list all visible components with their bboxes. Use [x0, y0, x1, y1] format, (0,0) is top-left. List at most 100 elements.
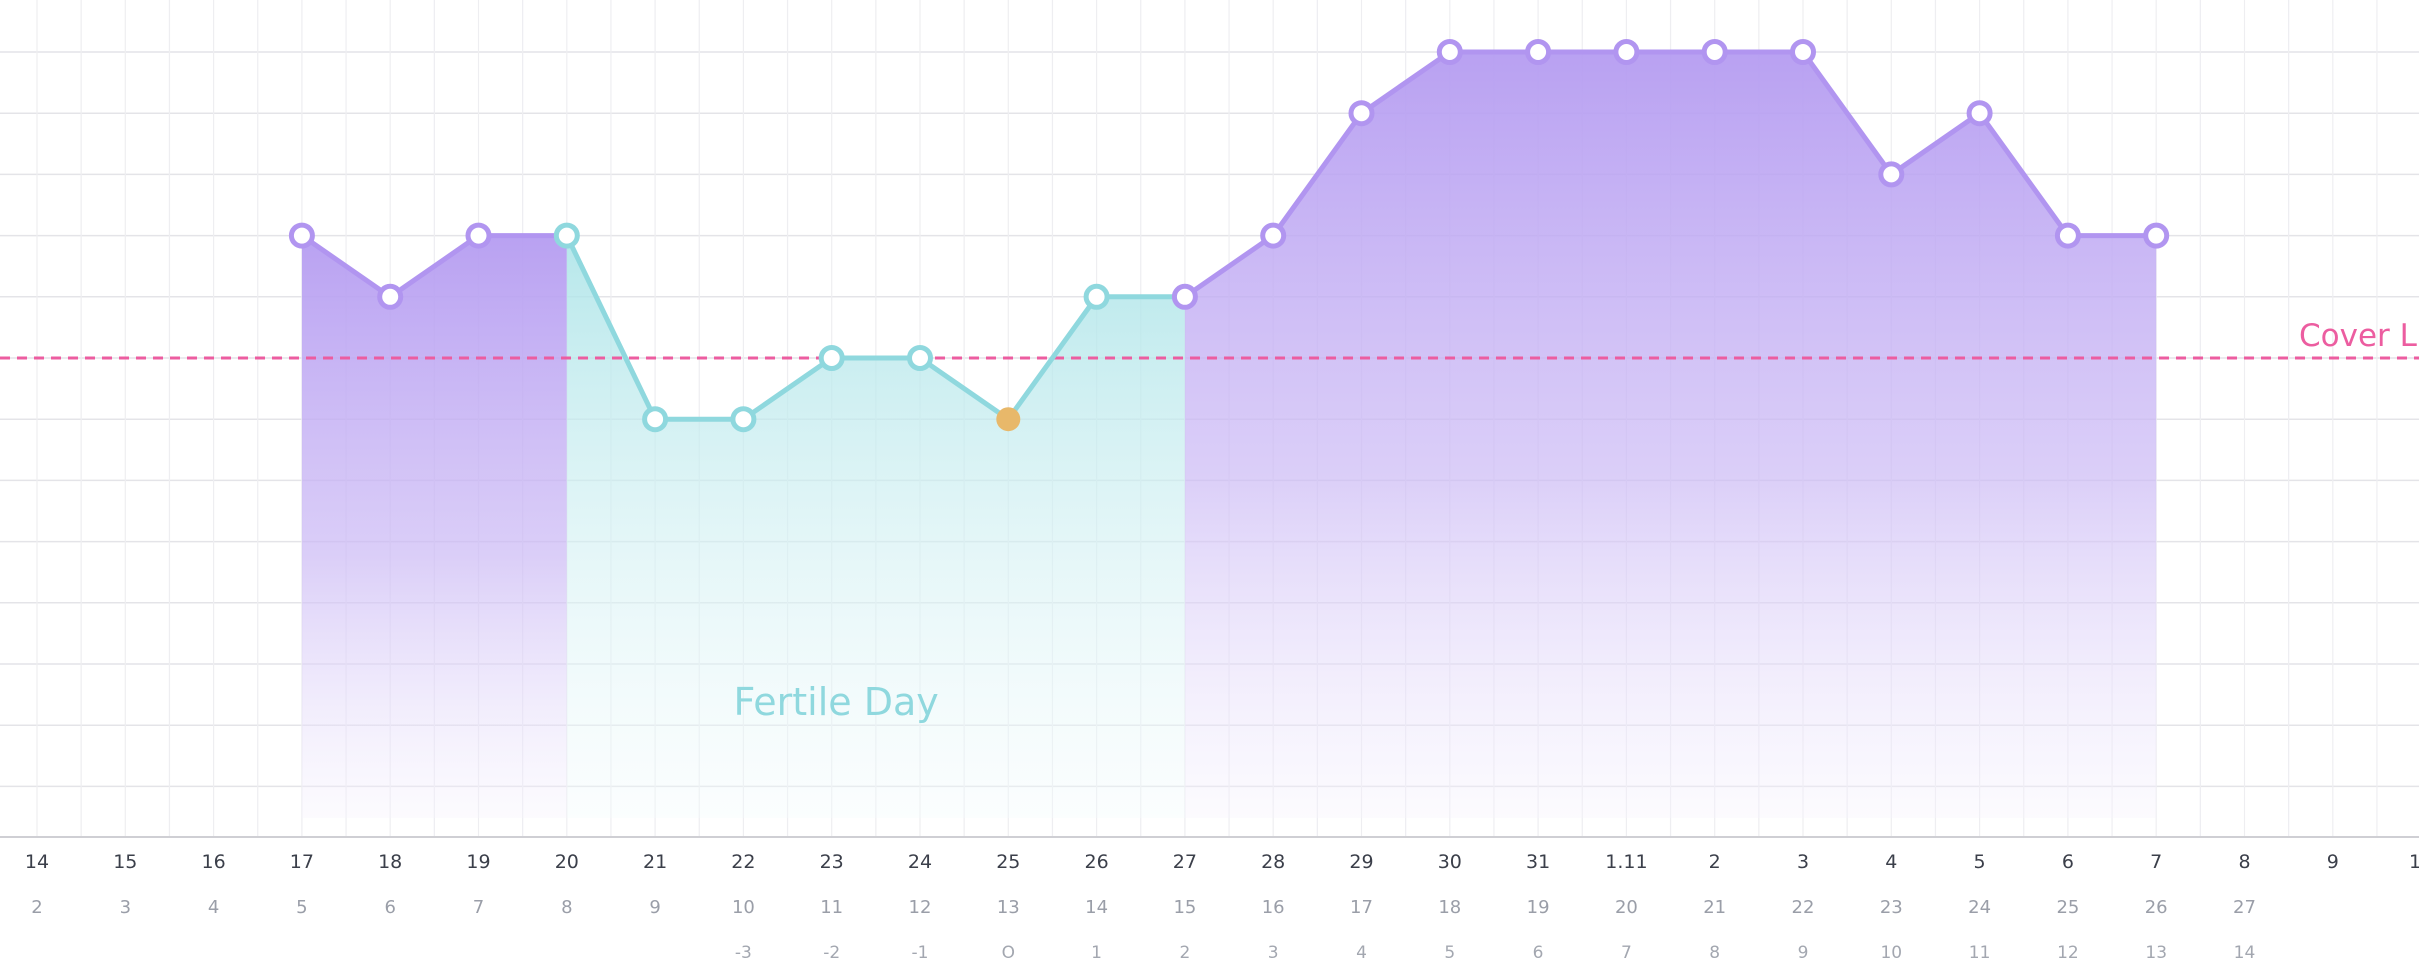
- cycle-day-label: 19: [1527, 897, 1550, 918]
- date-tick-label: 10: [2409, 851, 2419, 873]
- cycle-day-label: 6: [384, 897, 395, 918]
- data-point: [2143, 222, 2170, 249]
- cycle-day-label: 20: [1615, 897, 1638, 918]
- date-tick-label: 3: [1797, 851, 1809, 873]
- date-tick-label: 9: [2327, 851, 2339, 873]
- area-pre-fertile: [301, 235, 567, 819]
- relative-day-label: 3: [1268, 943, 1279, 963]
- data-point: [1701, 39, 1728, 65]
- data-point: [553, 222, 580, 249]
- data-point: [2054, 222, 2081, 249]
- cycle-day-label: 9: [649, 897, 660, 918]
- data-point: [1348, 100, 1375, 127]
- chart-points: [288, 39, 2170, 433]
- data-point: [1436, 39, 1463, 65]
- date-tick-label: 20: [555, 851, 579, 873]
- fertile-day-label: Fertile Day: [733, 680, 938, 724]
- cycle-day-label: 7: [473, 897, 484, 918]
- cycle-day-label: 15: [1173, 897, 1196, 918]
- data-point: [288, 222, 315, 249]
- cycle-day-label: 8: [561, 897, 572, 918]
- data-point: [642, 406, 669, 433]
- relative-day-label: 13: [2145, 943, 2167, 963]
- chart-lines: [300, 49, 2157, 422]
- relative-day-label: 4: [1356, 943, 1367, 963]
- relative-day-label: 10: [1880, 943, 1902, 963]
- data-point: [1790, 39, 1816, 65]
- cycle-day-label: 10: [732, 897, 755, 918]
- cycle-day-label: 13: [997, 897, 1020, 918]
- date-tick-label: 7: [2150, 851, 2162, 873]
- date-tick-label: 29: [1349, 851, 1373, 873]
- relative-day-label: 6: [1533, 943, 1544, 963]
- data-point: [1878, 161, 1905, 188]
- date-tick-label: 26: [1085, 851, 1109, 873]
- date-tick-label: 23: [820, 851, 844, 873]
- data-point: [1613, 39, 1640, 65]
- cycle-day-label: 24: [1968, 897, 1991, 918]
- date-tick-label: 30: [1438, 851, 1462, 873]
- date-tick-label: 19: [466, 851, 490, 873]
- data-point: [465, 222, 492, 249]
- date-tick-label: 4: [1885, 851, 1897, 873]
- date-tick-label: 21: [643, 851, 667, 873]
- relative-day-label: -2: [823, 943, 840, 963]
- series-line-post-fertile: [1183, 49, 2157, 299]
- date-tick-label: 28: [1261, 851, 1285, 873]
- cycle-day-label: 16: [1262, 897, 1285, 918]
- ovulation-point: [996, 407, 1021, 432]
- relative-day-label: 1: [1091, 943, 1102, 963]
- relative-day-label: 5: [1444, 943, 1455, 963]
- date-tick-label: 25: [996, 851, 1020, 873]
- date-tick-label: 31: [1526, 851, 1550, 873]
- relative-day-label: 8: [1709, 943, 1720, 963]
- area-fertile-window: [566, 235, 1185, 819]
- chart-areas: [301, 52, 2157, 819]
- relative-day-label: 12: [2057, 943, 2079, 963]
- date-tick-label: 24: [908, 851, 932, 873]
- relative-day-label: -3: [735, 943, 752, 963]
- date-tick-label: 8: [2238, 851, 2250, 873]
- cycle-day-label: 3: [120, 897, 131, 918]
- data-point: [1171, 283, 1198, 310]
- cycle-day-label: 5: [296, 897, 307, 918]
- cycle-day-label: 14: [1085, 897, 1108, 918]
- cycle-day-label: 27: [2233, 897, 2256, 918]
- cycle-day-label: 25: [2056, 897, 2079, 918]
- relative-day-label: 11: [1969, 943, 1991, 963]
- date-tick-label: 27: [1173, 851, 1197, 873]
- data-point: [1966, 100, 1993, 127]
- date-tick-label: 1.11: [1605, 851, 1647, 873]
- relative-day-label: 2: [1179, 943, 1190, 963]
- cycle-day-label: 4: [208, 897, 219, 918]
- date-tick-label: 5: [1974, 851, 1986, 873]
- cycle-day-label: 26: [2145, 897, 2168, 918]
- series-line-fertile: [564, 234, 1185, 422]
- data-point: [1260, 222, 1287, 249]
- cycle-day-label: 21: [1703, 897, 1726, 918]
- cycle-day-label: 23: [1880, 897, 1903, 918]
- date-tick-label: 6: [2062, 851, 2074, 873]
- data-point: [818, 345, 845, 371]
- cycle-day-label: 12: [909, 897, 932, 918]
- relative-day-label: 7: [1621, 943, 1632, 963]
- relative-day-label: 14: [2234, 943, 2256, 963]
- date-tick-label: 14: [25, 851, 49, 873]
- cycle-day-label: 17: [1350, 897, 1373, 918]
- cover-line-label: Cover Line: [2299, 318, 2419, 354]
- date-tick-label: 18: [378, 851, 402, 873]
- cycle-day-label: 22: [1792, 897, 1815, 918]
- data-point: [1083, 283, 1110, 310]
- cycle-day-label: 11: [820, 897, 843, 918]
- date-tick-label: 22: [731, 851, 755, 873]
- relative-day-label: 9: [1798, 943, 1809, 963]
- date-tick-label: 17: [290, 851, 314, 873]
- data-point: [1525, 39, 1552, 65]
- date-tick-label: 16: [202, 851, 226, 873]
- data-point: [907, 345, 933, 371]
- relative-day-label: -1: [912, 943, 929, 963]
- area-post-fertile: [1184, 52, 2157, 818]
- date-tick-label: 2: [1709, 851, 1721, 873]
- date-tick-label: 15: [113, 851, 137, 873]
